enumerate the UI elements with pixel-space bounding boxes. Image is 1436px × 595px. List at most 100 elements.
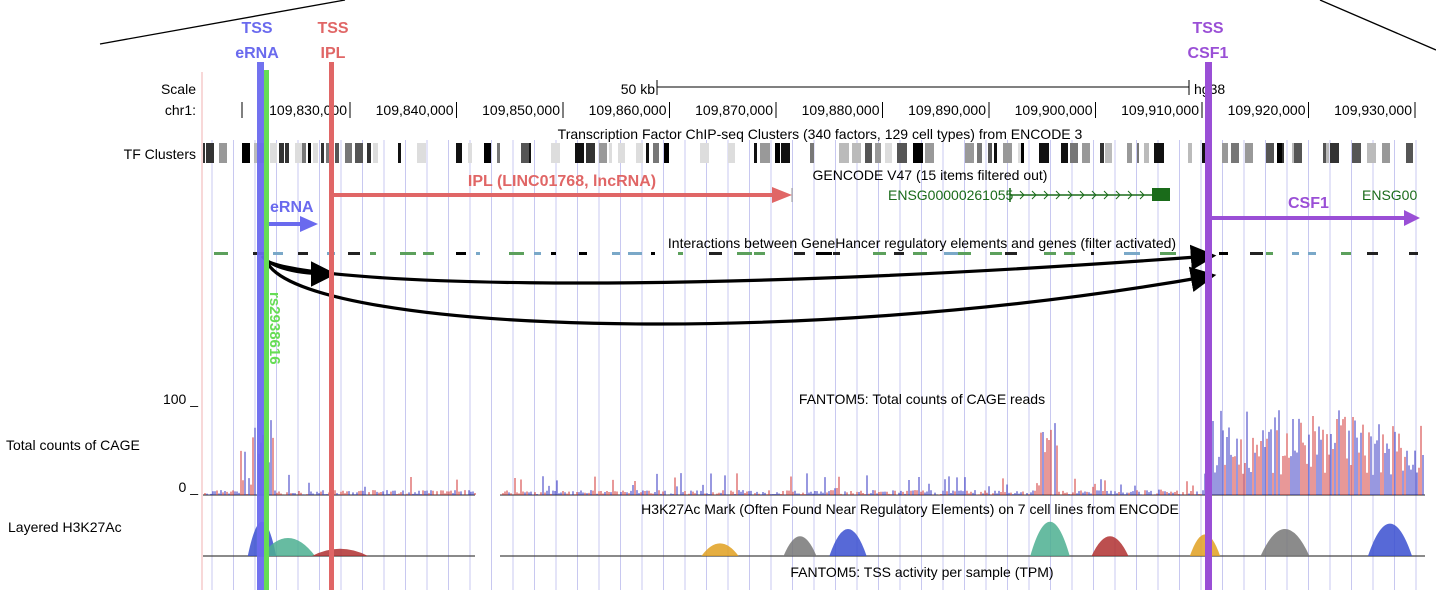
chevron	[1019, 190, 1025, 200]
tf-cluster-bar	[897, 143, 907, 163]
tf-cluster-bar	[1282, 143, 1284, 163]
ruler: Scale chr1: 50 kb hg38 109,830,000109,84…	[161, 80, 1416, 118]
h3k27ac-peak	[1030, 521, 1070, 556]
genehancer-elements[interactable]	[214, 252, 1418, 255]
genehancer-segment	[1341, 252, 1351, 255]
tf-cluster-bar	[994, 143, 997, 163]
zoom-line-left	[99, 0, 346, 45]
tf-cluster-bar	[1352, 143, 1361, 163]
tf-cluster-bar	[497, 143, 500, 163]
tf-cluster-bar	[270, 143, 277, 163]
tf-cluster-bar	[988, 143, 992, 163]
ipl-arrowhead	[772, 187, 792, 203]
interaction-arrows	[260, 244, 1217, 326]
tf-cluster-bar	[1003, 143, 1012, 163]
tf-cluster-bar	[326, 143, 331, 163]
genehancer-segment	[873, 252, 886, 255]
erna-label: eRNA	[270, 199, 314, 216]
tf-cluster-bar	[728, 143, 735, 163]
tf-cluster-bar	[1292, 143, 1294, 163]
tf-cluster-bar	[1100, 143, 1104, 163]
cage-signal[interactable]	[203, 410, 1425, 496]
tf-cluster-bars[interactable]	[203, 143, 1413, 163]
tf-cluster-bar	[754, 143, 757, 163]
tf-cluster-bar	[551, 143, 560, 163]
genehancer-segment	[612, 252, 620, 255]
gene-label-2[interactable]: ENSG00	[1362, 187, 1417, 203]
chevron	[1103, 190, 1109, 200]
chevron	[1139, 190, 1145, 200]
ruler-tick-label: 109,930,000	[1334, 102, 1412, 118]
h3k27ac-peak	[260, 538, 316, 556]
snp-line	[264, 70, 269, 590]
tf-cluster-bar	[664, 143, 669, 163]
gene-model-1[interactable]	[1009, 188, 1170, 202]
tf-cluster-bar	[1188, 143, 1192, 163]
tf-cluster-bar	[700, 143, 709, 163]
tf-cluster-bar	[781, 143, 790, 163]
h3k27ac-peak	[1091, 536, 1129, 556]
genehancer-segment	[1044, 252, 1056, 255]
tf-cluster-bar	[417, 143, 426, 163]
tf-cluster-bar	[977, 143, 982, 163]
tf-cluster-bar	[885, 143, 892, 163]
tf-cluster-bar	[653, 143, 659, 163]
genehancer-segment	[651, 252, 655, 255]
tf-cluster-bar	[1154, 143, 1164, 163]
chevron	[1067, 190, 1073, 200]
tss-csf1-label-2: CSF1	[1188, 45, 1229, 62]
cage-track-label[interactable]: Total counts of CAGE	[6, 437, 140, 453]
genehancer-segment	[423, 252, 434, 255]
h3k27ac-peak	[701, 543, 739, 556]
tf-cluster-bar	[321, 143, 324, 163]
genehancer-segment	[1250, 252, 1263, 255]
h3k27ac-track-title: H3K27Ac Mark (Often Found Near Regulator…	[641, 501, 1179, 517]
tf-cluster-bar	[775, 143, 780, 163]
gene-label-1[interactable]: ENSG00000261055	[888, 187, 1014, 203]
ruler-tick-label: 109,880,000	[802, 102, 880, 118]
tf-cluster-bar	[1127, 143, 1132, 163]
genehancer-segment	[400, 252, 416, 255]
h3k27ac-peak	[1367, 523, 1413, 556]
tf-cluster-bar	[1018, 143, 1021, 163]
h3k27ac-peak	[1260, 529, 1310, 556]
tf-cluster-bar	[373, 143, 378, 163]
tf-cluster-bar	[1323, 143, 1326, 163]
tf-cluster-bar	[345, 143, 352, 163]
h3k27ac-track-label[interactable]: Layered H3K27Ac	[8, 519, 122, 535]
genehancer-track-title: Interactions between GeneHancer regulato…	[668, 235, 1176, 251]
genehancer-segment	[370, 252, 376, 255]
scale-bar-text: 50 kb	[621, 81, 655, 97]
genehancer-segment	[214, 252, 228, 255]
h3k27ac-peak	[829, 529, 867, 556]
gencode-track-title: GENCODE V47 (15 items filtered out)	[813, 167, 1048, 183]
genehancer-segment	[456, 252, 466, 255]
genehancer-segment	[551, 252, 556, 255]
genehancer-segment	[794, 252, 805, 255]
tf-cluster-bar	[1137, 143, 1139, 163]
tf-cluster-bar	[468, 143, 472, 163]
genehancer-segment	[1308, 252, 1316, 255]
genehancer-segment	[833, 252, 840, 255]
tf-cluster-bar	[609, 143, 612, 163]
tf-cluster-bar	[1245, 143, 1253, 163]
tf-cluster-bar	[1294, 143, 1302, 163]
tf-cluster-bar	[575, 143, 584, 163]
csf1-label: CSF1	[1288, 195, 1329, 212]
tf-cluster-bar	[355, 143, 363, 163]
genehancer-segment	[1409, 252, 1418, 255]
genehancer-segment	[1192, 252, 1197, 255]
tf-track-label[interactable]: TF Clusters	[124, 146, 196, 162]
genehancer-segment	[534, 252, 541, 255]
tf-cluster-bar	[839, 143, 849, 163]
genehancer-segment	[958, 252, 971, 255]
tss-erna-label-1: TSS	[241, 20, 272, 37]
scale-label: Scale	[161, 81, 196, 97]
tf-cluster-bar	[586, 143, 595, 163]
genehancer-segment	[1091, 252, 1094, 255]
ruler-tick-label: 109,860,000	[589, 102, 667, 118]
tf-cluster-bar	[1277, 143, 1282, 163]
gridlines	[211, 140, 1417, 590]
